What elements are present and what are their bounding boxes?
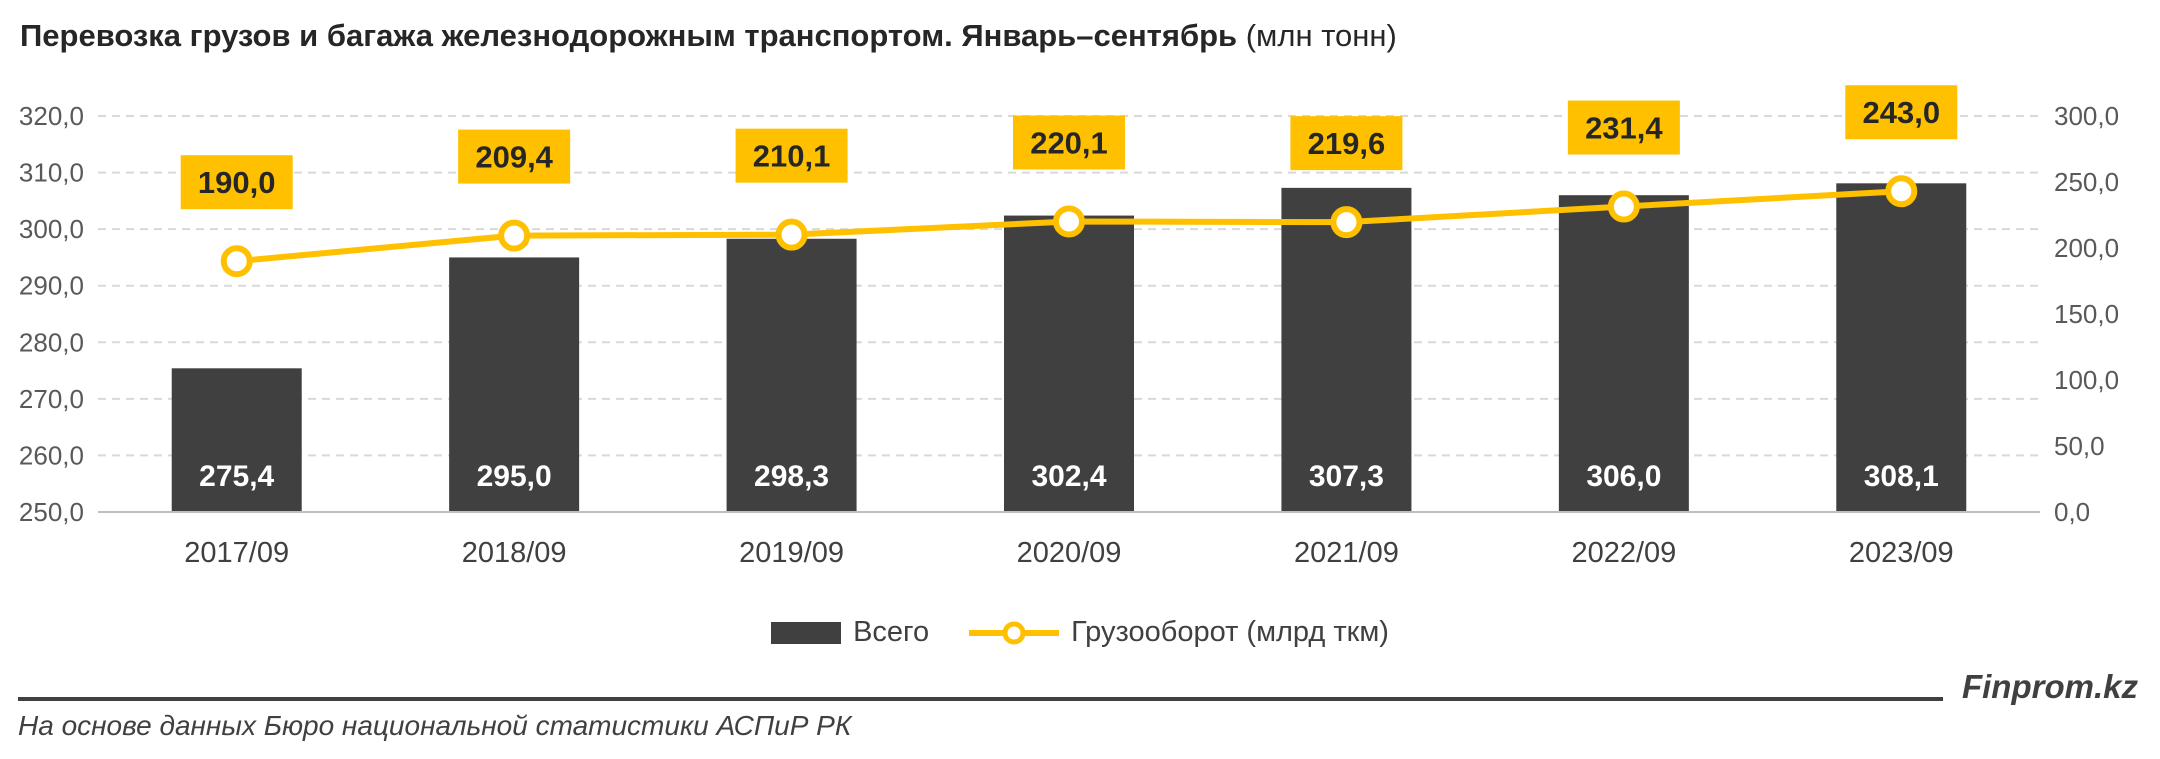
line-label-box [458,129,571,184]
bar-value-label: 308,1 [1864,460,1939,493]
legend-item-total: Всего [771,616,929,649]
y-right-tick-label: 50,0 [2054,431,2105,461]
legend: Всего Грузооборот (млрд ткм) [0,616,2160,649]
chart-title-main: Перевозка грузов и багажа железнодорожны… [20,18,1238,53]
legend-label-total: Всего [853,616,930,648]
legend-line-swatch [969,621,1060,644]
line-point [498,219,531,252]
legend-bar-swatch [771,621,842,644]
y-left-tick-label: 300,0 [19,214,84,244]
x-tick-label: 2019/09 [739,537,844,569]
y-right-tick-label: 200,0 [2054,233,2119,263]
bar-value-label: 295,0 [477,460,552,493]
y-right-tick-label: 150,0 [2054,299,2119,329]
legend-item-turnover: Грузооборот (млрд ткм) [969,616,1389,649]
bar [1281,187,1412,513]
line-value-label: 231,4 [1585,111,1663,146]
y-right-tick-label: 100,0 [2054,365,2119,395]
data-labels: 275,4 295,0 298,3 302,4 307,3 306,0 308,1 190,0… [180,85,1958,493]
y-left-tick-label: 310,0 [19,158,84,188]
line-label-box [1013,115,1125,170]
line-value-label: 210,1 [753,139,831,174]
brand-logo-text: Finprom.kz [1961,668,2138,705]
line-point [1053,205,1085,238]
line-point [1607,190,1640,223]
bar [726,238,857,512]
y-left-tick-label: 280,0 [19,327,84,357]
footer-rule [18,697,1943,701]
line-value-label: 209,4 [475,140,553,175]
y-left-tick-label: 270,0 [19,384,84,414]
line-point [220,245,253,278]
x-tick-label: 2017/09 [184,537,289,569]
y-right-tick-label: 0,0 [2054,497,2090,527]
bar [1558,195,1689,512]
source-note: На основе данных Бюро национальной стати… [18,710,852,741]
line-series [220,175,1918,278]
bar [449,257,580,512]
y-right-tick-label: 250,0 [2054,167,2119,197]
bar [171,368,302,512]
line-label-box [1290,116,1403,171]
bar [1836,183,1967,512]
x-tick-label: 2021/09 [1294,537,1399,569]
chart-title-unit: (млн тонн) [1245,18,1397,53]
line-label-box [735,128,848,183]
x-tick-label: 2020/09 [1017,537,1122,569]
line-value-label: 243,0 [1862,95,1940,130]
chart-area: 250,0 260,0 270,0 280,0 290,0 300,0 310,0 320,0… [19,85,2119,569]
x-tick-label: 2023/09 [1849,537,1954,569]
y-left-tick-label: 260,0 [19,440,84,470]
y-left-tick-label: 290,0 [19,271,84,301]
bar-value-label: 275,4 [199,460,274,493]
line-point [1885,175,1918,208]
line-label-box [1845,85,1958,140]
y-right-tick-label: 300,0 [2054,101,2119,131]
line-value-label: 219,6 [1308,126,1386,161]
line-label-box [1567,100,1680,155]
line-value-label: 220,1 [1030,125,1108,160]
bar-value-label: 302,4 [1031,460,1106,493]
bar [1004,215,1134,512]
line-point [1330,206,1363,239]
bar-value-label: 307,3 [1309,460,1384,493]
chart-title: Перевозка грузов и багажа железнодорожны… [20,18,1397,54]
y-left-tick-label: 250,0 [19,497,84,527]
line-label-box [180,155,293,210]
bars [171,183,1967,513]
y-left-tick-label: 320,0 [19,101,84,131]
bar-value-label: 298,3 [754,460,829,493]
x-tick-label: 2022/09 [1571,537,1676,569]
axes: 250,0 260,0 270,0 280,0 290,0 300,0 310,0 320,0… [19,101,2119,569]
legend-label-turnover: Грузооборот (млрд ткм) [1071,616,1389,648]
line-value-label: 190,0 [198,165,276,200]
x-tick-label: 2018/09 [462,537,567,569]
line-point [775,218,808,251]
bar-value-label: 306,0 [1586,460,1661,493]
